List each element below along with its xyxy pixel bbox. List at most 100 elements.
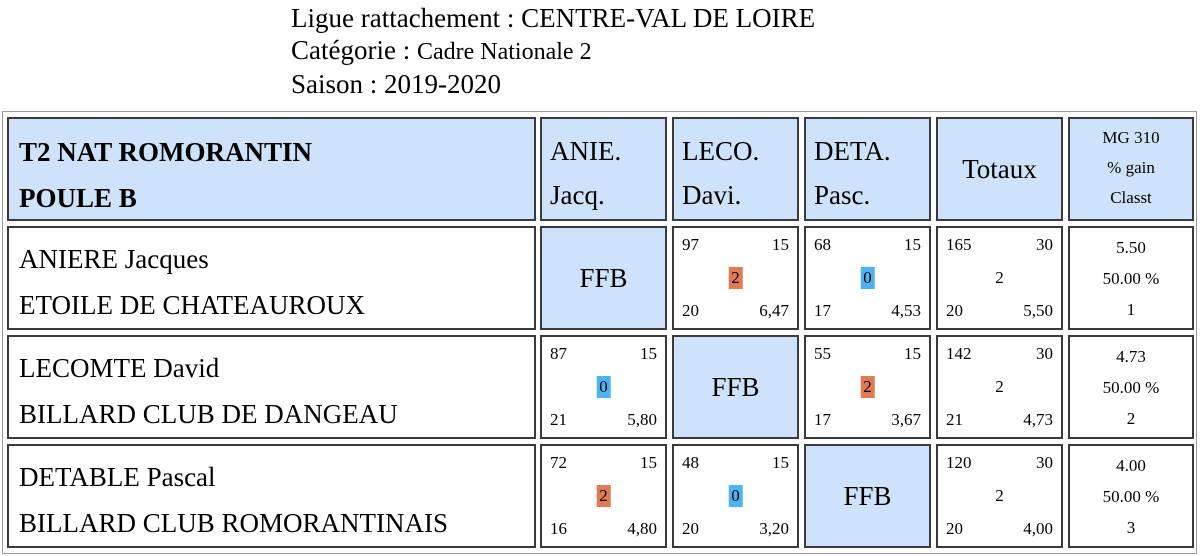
average: 4,53 xyxy=(891,301,921,320)
player-name: DETABLE Pascal xyxy=(19,462,216,492)
league-label: Ligue rattachement : xyxy=(291,3,522,33)
ffb-label: FFB xyxy=(711,371,760,402)
points-scored: 120 xyxy=(946,453,972,472)
player-cell: LECOMTE David BILLARD CLUB DE DANGEAU xyxy=(7,335,536,439)
gain-percent: 50.00 % xyxy=(1102,378,1160,397)
match-cell: 72 15 2 16 4,80 xyxy=(540,444,667,548)
innings: 21 xyxy=(550,410,567,429)
category-line: Catégorie : Cadre Nationale 2 xyxy=(291,34,815,68)
player-info: ANIERE Jacques ETOILE DE CHATEAUROUX xyxy=(9,228,534,328)
column-header-3: DETA. Pasc. xyxy=(804,117,931,221)
mg-values: 4.00 50.00 % 3 xyxy=(1070,446,1192,543)
player-name: LECOMTE David xyxy=(19,353,220,383)
points-scored: 68 xyxy=(814,235,831,254)
points-target: 15 xyxy=(772,453,789,472)
ffb-label: FFB xyxy=(579,262,628,293)
player-info: LECOMTE David BILLARD CLUB DE DANGEAU xyxy=(9,337,534,437)
average: 6,47 xyxy=(759,301,789,320)
match-cell: 97 15 2 20 6,47 xyxy=(672,226,799,330)
points-target: 30 xyxy=(1036,235,1053,254)
totals-header: Totaux xyxy=(936,117,1063,221)
mg-value: 5.50 xyxy=(1116,238,1146,257)
column-header-2-line1: LECO. xyxy=(682,136,760,166)
ffb-cell: FFB xyxy=(672,335,799,439)
points-scored: 48 xyxy=(682,453,699,472)
innings: 20 xyxy=(946,301,963,320)
innings: 20 xyxy=(682,301,699,320)
average: 4,80 xyxy=(627,519,657,538)
match-points: 2 xyxy=(728,267,743,289)
player-club: BILLARD CLUB DE DANGEAU xyxy=(19,399,398,429)
poule-title-cell: T2 NAT ROMORANTIN POULE B xyxy=(7,117,536,221)
season-label: Saison : xyxy=(291,69,385,99)
ffb-label: FFB xyxy=(843,480,892,511)
mg-header-gain: % gain xyxy=(1107,158,1155,177)
column-header-2-line2: Davi. xyxy=(682,180,742,210)
mg-header: MG 310 % gain Classt xyxy=(1068,117,1194,221)
points-target: 30 xyxy=(1036,453,1053,472)
innings: 17 xyxy=(814,301,831,320)
points-target: 15 xyxy=(640,344,657,363)
average: 4,00 xyxy=(1023,519,1053,538)
innings: 20 xyxy=(946,519,963,538)
average: 5,50 xyxy=(1023,301,1053,320)
league-value: CENTRE-VAL DE LOIRE xyxy=(521,3,816,33)
gain-percent: 50.00 % xyxy=(1102,269,1160,288)
player-name: ANIERE Jacques xyxy=(19,244,209,274)
match-points: 0 xyxy=(860,267,875,289)
match-cell: 87 15 0 21 5,80 xyxy=(540,335,667,439)
mg-header-rank: Classt xyxy=(1110,188,1152,207)
innings: 21 xyxy=(946,410,963,429)
poule-group: POULE B xyxy=(19,183,137,213)
ranking: 3 xyxy=(1126,518,1136,537)
poule-title: T2 NAT ROMORANTIN xyxy=(19,137,313,167)
player-info: DETABLE Pascal BILLARD CLUB ROMORANTINAIS xyxy=(9,446,534,546)
points-target: 15 xyxy=(640,453,657,472)
mg-cell: 4.00 50.00 % 3 xyxy=(1068,444,1194,548)
player-club: ETOILE DE CHATEAUROUX xyxy=(19,290,365,320)
season-line: Saison : 2019-2020 xyxy=(291,68,815,100)
column-header-1-line1: ANIE. xyxy=(550,136,622,166)
innings: 16 xyxy=(550,519,567,538)
column-header-3-line2: Pasc. xyxy=(814,180,871,210)
innings: 20 xyxy=(682,519,699,538)
category-value: Cadre Nationale 2 xyxy=(416,39,592,65)
totals-label: Totaux xyxy=(962,153,1037,184)
player-cell: ANIERE Jacques ETOILE DE CHATEAUROUX xyxy=(7,226,536,330)
match-points: 0 xyxy=(728,485,743,507)
points-target: 15 xyxy=(904,235,921,254)
mg-values: 5.50 50.00 % 1 xyxy=(1070,228,1192,325)
match-points: 2 xyxy=(860,376,875,398)
category-label: Catégorie : xyxy=(291,35,417,65)
ffb-cell: FFB xyxy=(804,444,931,548)
match-cell: 55 15 2 17 3,67 xyxy=(804,335,931,439)
average: 3,67 xyxy=(891,410,921,429)
totals-cell: 165 30 2 20 5,50 xyxy=(936,226,1063,330)
column-header-1-line2: Jacq. xyxy=(550,180,605,210)
points-scored: 142 xyxy=(946,344,972,363)
league-line: Ligue rattachement : CENTRE-VAL DE LOIRE xyxy=(291,2,815,34)
mg-header-mg: MG 310 xyxy=(1102,128,1160,147)
totals-cell: 120 30 2 20 4,00 xyxy=(936,444,1063,548)
average: 3,20 xyxy=(759,519,789,538)
match-points: 2 xyxy=(995,486,1004,505)
points-scored: 87 xyxy=(550,344,567,363)
average: 4,73 xyxy=(1023,410,1053,429)
mg-values: 4.73 50.00 % 2 xyxy=(1070,337,1192,434)
average: 5,80 xyxy=(627,410,657,429)
season-value: 2019-2020 xyxy=(384,69,502,99)
match-cell: 48 15 0 20 3,20 xyxy=(672,444,799,548)
points-scored: 72 xyxy=(550,453,567,472)
points-target: 30 xyxy=(1036,344,1053,363)
points-target: 15 xyxy=(904,344,921,363)
results-table: T2 NAT ROMORANTIN POULE B ANIE. Jacq. LECO… xyxy=(2,111,1197,554)
ranking: 1 xyxy=(1126,300,1136,319)
points-scored: 55 xyxy=(814,344,831,363)
mg-value: 4.73 xyxy=(1116,347,1146,366)
column-header-1: ANIE. Jacq. xyxy=(540,117,667,221)
match-cell: 68 15 0 17 4,53 xyxy=(804,226,931,330)
points-scored: 97 xyxy=(682,235,699,254)
page-header: Ligue rattachement : CENTRE-VAL DE LOIRE… xyxy=(291,2,815,100)
match-points: 2 xyxy=(995,268,1004,287)
totals-cell: 142 30 2 21 4,73 xyxy=(936,335,1063,439)
